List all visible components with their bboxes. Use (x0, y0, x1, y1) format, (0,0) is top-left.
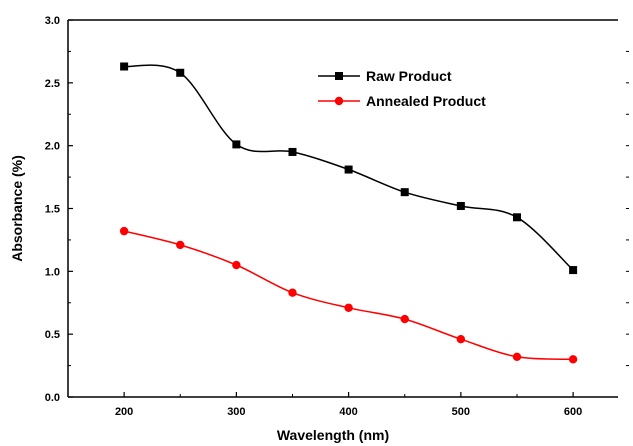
data-point (119, 226, 129, 236)
data-point (288, 288, 297, 297)
x-tick-label: 400 (339, 406, 357, 418)
data-point (456, 201, 465, 210)
right-axis-ticks (626, 50, 629, 367)
legend-marker-annealed-product (334, 96, 344, 106)
x-tick-label: 500 (452, 406, 470, 418)
data-point (232, 260, 241, 270)
legend-label-raw-product: Raw Product (366, 68, 452, 84)
series-raw-product (120, 62, 578, 275)
data-point (120, 62, 129, 71)
legend: Raw Product Annealed Product (318, 68, 486, 109)
series-line-annealed-product (123, 230, 574, 361)
y-tick-label: 1.0 (45, 266, 60, 278)
x-axis: 200 300 400 500 600 (67, 392, 582, 418)
y-tick-label: 2.0 (45, 141, 60, 153)
y-tick-label: 2.5 (45, 78, 60, 90)
series-annealed-product (119, 226, 578, 364)
y-axis: 0.0 0.5 1.0 1.5 2.0 2.5 3.0 (45, 15, 73, 404)
data-point (344, 303, 353, 312)
data-point (512, 352, 522, 361)
legend-item-annealed-product: Annealed Product (318, 93, 486, 109)
legend-item-raw-product: Raw Product (318, 68, 452, 84)
y-tick-label: 3.0 (45, 15, 60, 27)
legend-marker-raw-product (335, 72, 343, 80)
legend-label-annealed-product: Annealed Product (366, 93, 486, 109)
data-point (176, 68, 185, 77)
x-tick-label: 300 (227, 406, 245, 418)
data-point (344, 165, 353, 174)
data-point (569, 266, 578, 275)
data-point (568, 355, 578, 364)
x-tick-label: 200 (115, 406, 133, 418)
data-point (232, 140, 241, 149)
series-layer (119, 62, 578, 364)
x-tick-label: 600 (564, 406, 582, 418)
data-point (400, 188, 409, 197)
y-tick-label: 1.5 (45, 204, 60, 216)
data-point (288, 147, 297, 156)
data-point (176, 240, 185, 250)
y-tick-label: 0.5 (45, 329, 60, 341)
x-axis-title: Wavelength (nm) (277, 427, 389, 443)
y-axis-title: Absorbance (%) (9, 155, 25, 262)
data-point (456, 334, 466, 344)
data-point (400, 314, 409, 324)
data-point (512, 213, 521, 222)
y-tick-label: 0.0 (45, 392, 60, 404)
